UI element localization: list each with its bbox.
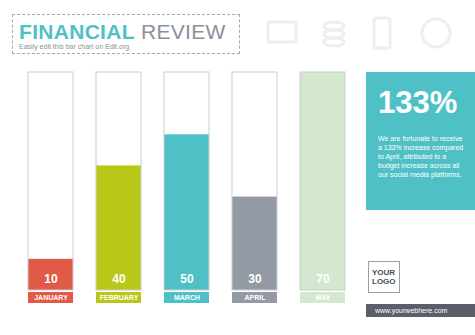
html-text:FINANCIAL REVIEW: FINANCIAL REVIEW	[19, 20, 226, 43]
svg-text:10: 10	[44, 272, 58, 286]
html-text:www.yourwebhere.com: www.yourwebhere.com	[375, 307, 448, 314]
svg-text:50: 50	[180, 272, 194, 286]
html-text:We are fortunate to receive a: We are fortunate to receive a 133% incre…	[378, 135, 464, 178]
svg-text:30: 30	[248, 272, 262, 286]
svg-text:JANUARY: JANUARY	[34, 294, 68, 301]
svg-text:MAY: MAY	[316, 294, 331, 301]
svg-text:40: 40	[112, 272, 126, 286]
html-text:YOUR LOGO: YOUR LOGO	[372, 268, 396, 286]
html-text:Easily edit this bar chart on: Easily edit this bar chart on Edit.org	[19, 43, 130, 50]
svg-text:70: 70	[316, 272, 330, 286]
svg-text:FEBRUARY: FEBRUARY	[100, 294, 139, 301]
svg-text:APRIL: APRIL	[245, 294, 267, 301]
html-text:133%: 133%	[378, 85, 458, 120]
svg-text:MARCH: MARCH	[174, 294, 200, 301]
